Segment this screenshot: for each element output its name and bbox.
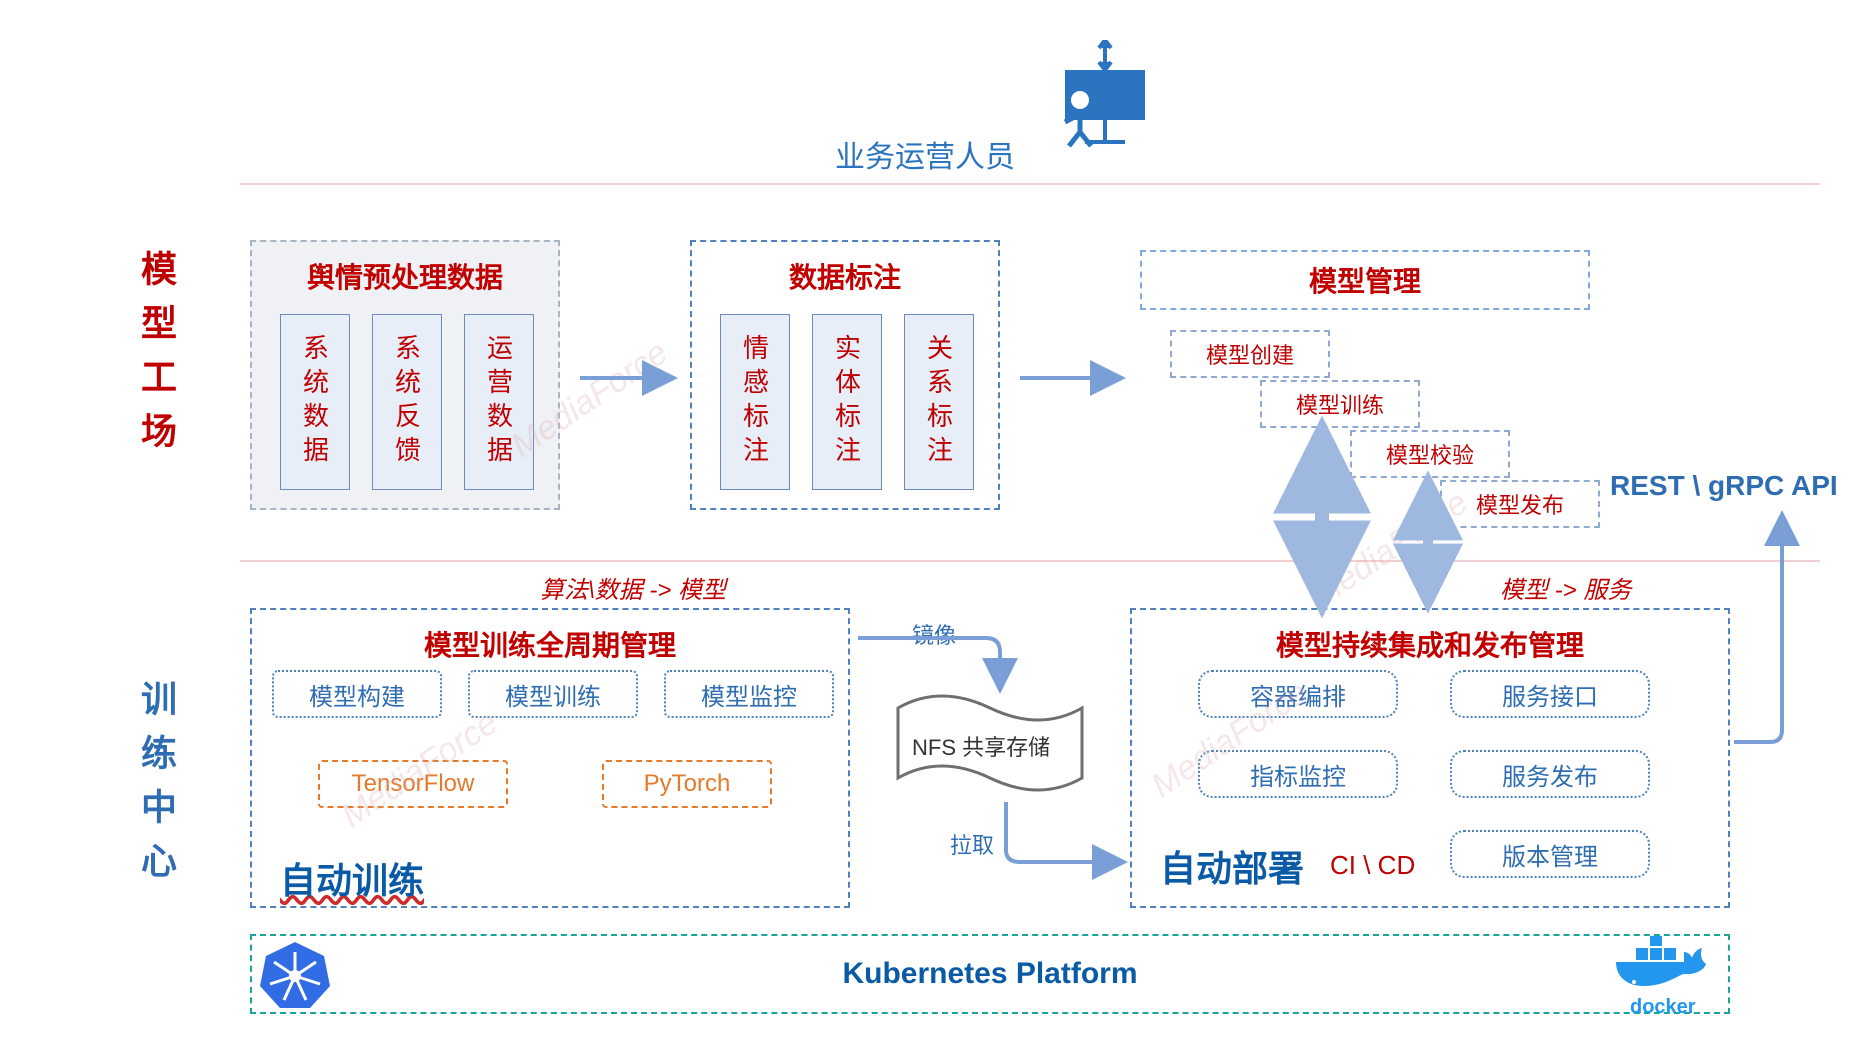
nfs-label: NFS 共享存储 bbox=[912, 730, 1050, 762]
nfs-img-label: 镜像 bbox=[912, 618, 956, 650]
model-mgmt-title-box: 模型管理 bbox=[1140, 250, 1590, 310]
top-label: 业务运营人员 bbox=[835, 132, 1015, 176]
preprocess-item-1: 系统反馈 bbox=[372, 314, 442, 490]
cicd-auto: 自动部署 bbox=[1160, 840, 1304, 892]
model-step-1: 模型训练 bbox=[1260, 380, 1420, 428]
nfs-pull-label: 拉取 bbox=[950, 828, 994, 860]
docker-icon bbox=[1612, 936, 1712, 1000]
cicd-sub-3: 服务发布 bbox=[1450, 750, 1650, 798]
flow-algo-label: 算法\数据 -> 模型 bbox=[540, 570, 726, 605]
model-step-2: 模型校验 bbox=[1350, 430, 1510, 478]
divider-mid bbox=[240, 560, 1820, 562]
preprocess-item-2: 运营数据 bbox=[464, 314, 534, 490]
docker-label: docker bbox=[1630, 996, 1696, 1019]
cicd-sub-4: 版本管理 bbox=[1450, 830, 1650, 878]
training-sub-0: 模型构建 bbox=[272, 670, 442, 718]
divider-top bbox=[240, 183, 1820, 185]
training-fw-1: PyTorch bbox=[602, 760, 772, 808]
cicd-sub-1: 服务接口 bbox=[1450, 670, 1650, 718]
cicd-sub-0: 容器编排 bbox=[1198, 670, 1398, 718]
annotate-item-1: 实体标注 bbox=[812, 314, 882, 490]
training-title: 模型训练全周期管理 bbox=[252, 610, 848, 664]
cicd-tag: CI \ CD bbox=[1330, 850, 1415, 881]
preprocess-title: 舆情预处理数据 bbox=[252, 242, 558, 296]
training-sub-2: 模型监控 bbox=[664, 670, 834, 718]
k8s-label: Kubernetes Platform bbox=[842, 957, 1137, 991]
annotate-title: 数据标注 bbox=[692, 242, 998, 296]
training-fw-0: TensorFlow bbox=[318, 760, 508, 808]
k8s-bar: Kubernetes Platform bbox=[250, 934, 1730, 1014]
rest-api-label: REST \ gRPC API bbox=[1610, 470, 1838, 502]
flow-model-label: 模型 -> 服务 bbox=[1500, 570, 1631, 605]
model-mgmt-title: 模型管理 bbox=[1309, 260, 1421, 300]
preprocess-item-0: 系统数据 bbox=[280, 314, 350, 490]
section-label-2: 训练中心 bbox=[130, 680, 182, 896]
section-label-1: 模型工场 bbox=[130, 250, 182, 466]
k8s-icon bbox=[258, 938, 332, 1012]
model-step-0: 模型创建 bbox=[1170, 330, 1330, 378]
training-auto: 自动训练 bbox=[280, 852, 424, 904]
cicd-sub-2: 指标监控 bbox=[1198, 750, 1398, 798]
cicd-title: 模型持续集成和发布管理 bbox=[1132, 610, 1728, 664]
model-step-3: 模型发布 bbox=[1440, 480, 1600, 528]
annotate-item-2: 关系标注 bbox=[904, 314, 974, 490]
person-board-icon bbox=[1055, 40, 1155, 150]
training-sub-1: 模型训练 bbox=[468, 670, 638, 718]
annotate-item-0: 情感标注 bbox=[720, 314, 790, 490]
